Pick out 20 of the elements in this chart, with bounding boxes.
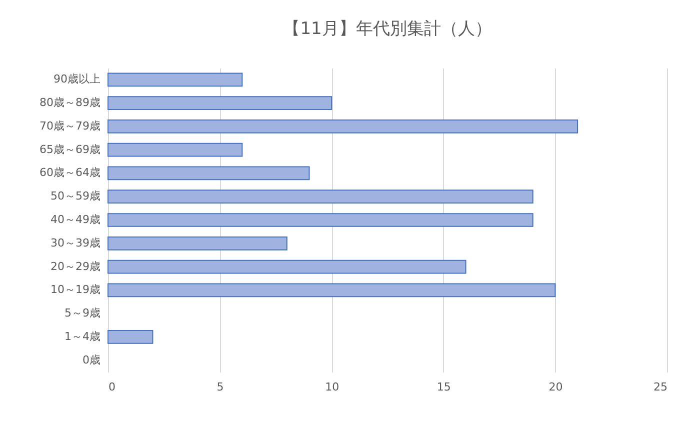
x-tick-label: 10 [325, 380, 340, 394]
y-tick-label: 65歳～69歳 [40, 142, 100, 156]
y-tick-label: 60歳～64歳 [40, 166, 100, 180]
y-tick-label: 40～49歳 [50, 213, 100, 226]
y-tick-label: 1～4歳 [64, 330, 100, 343]
y-tick-label: 90歳以上 [54, 72, 100, 86]
y-tick-label: 50～59歳 [50, 190, 100, 203]
x-tick-label: 20 [548, 380, 563, 394]
x-tick-label: 0 [108, 380, 116, 394]
x-tick-label: 5 [216, 380, 224, 394]
y-tick-label: 20～29歳 [50, 260, 100, 273]
y-tick-label: 80歳～89歳 [40, 96, 100, 110]
chart-title: 【11月】年代別集計（人） [283, 19, 492, 39]
y-tick-label: 0歳 [82, 353, 100, 366]
y-tick-label: 30～39歳 [50, 236, 100, 250]
y-tick-label: 5～9歳 [64, 306, 100, 320]
y-tick-label: 10～19歳 [50, 283, 100, 296]
y-tick-label: 70歳～79歳 [40, 119, 100, 132]
x-tick-label: 15 [436, 380, 451, 394]
x-tick-label: 25 [654, 380, 668, 394]
